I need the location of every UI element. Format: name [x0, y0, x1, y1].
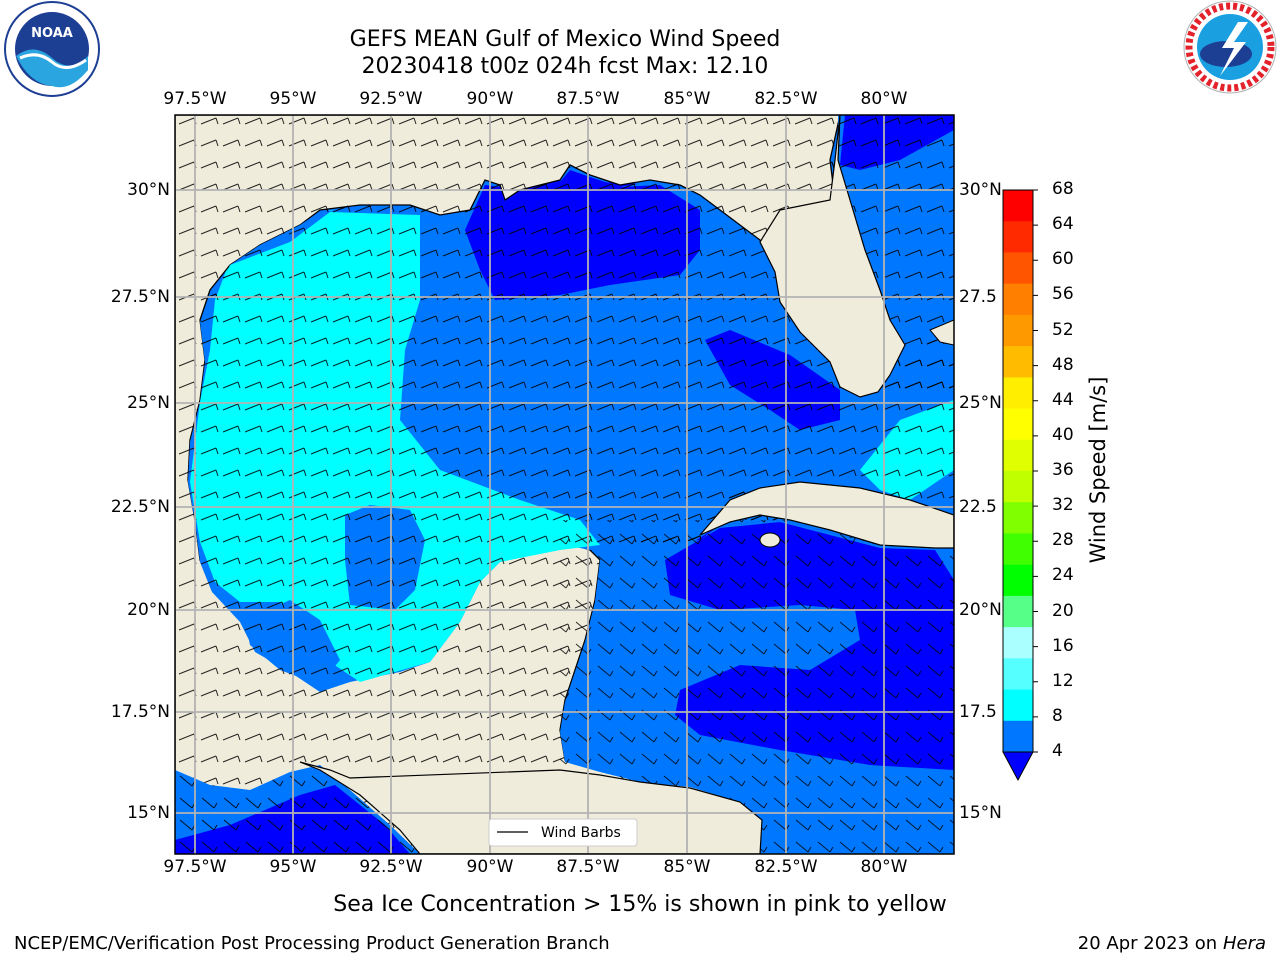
lon-label-top-87-5: 87.5°W [556, 89, 620, 109]
colorbar-tick-label: 8 [1052, 705, 1063, 726]
map-title-line1: GEFS MEAN Gulf of Mexico Wind Speed [349, 27, 781, 52]
colorbar-segment [1003, 533, 1033, 566]
colorbar-segment [1003, 252, 1033, 285]
colorbar-tick-label: 36 [1052, 460, 1074, 480]
colorbar-tick-label: 56 [1052, 284, 1074, 305]
lon-label-top-80: 80°W [860, 89, 908, 109]
colorbar-tick-label: 52 [1052, 319, 1074, 340]
pacific-barbs [175, 765, 420, 854]
colorbar-segment [1003, 190, 1033, 222]
map-title-line2: 20230418 t00z 024h fcst Max: 12.10 [361, 54, 769, 79]
noaa-logo-text: NOAA [31, 26, 73, 41]
colorbar-segment [1003, 564, 1033, 597]
colorbar-tick-label: 44 [1052, 389, 1074, 410]
colorbar-segment [1003, 658, 1033, 691]
lat-label-left-27-5: 27.5°N [110, 287, 170, 307]
colorbar-segment [1003, 314, 1033, 347]
lat-label-left-20: 20°N [127, 600, 170, 620]
colorbar-tick-label: 16 [1052, 635, 1074, 656]
footer-credit: NCEP/EMC/Verification Post Processing Pr… [14, 933, 610, 954]
nws-logo [1183, 0, 1277, 94]
lat-label-right-25: 25°N [959, 393, 1002, 413]
map-frame [174, 114, 955, 855]
colorbar-tick-label: 40 [1052, 424, 1074, 445]
colorbar-tick-label: 60 [1052, 249, 1074, 270]
footer-host: Hera [1222, 933, 1266, 954]
colorbar-segment [1003, 502, 1033, 534]
lon-label-top-82-5: 82.5°W [754, 89, 818, 109]
lon-label-top-92-5: 92.5°W [359, 89, 423, 109]
graticule [175, 115, 954, 854]
colorbar-segment [1003, 283, 1033, 316]
lat-label-left-30: 30°N [127, 180, 170, 200]
colorbar-segment [1003, 221, 1033, 253]
land-cuba [699, 481, 954, 549]
colorbar-segment [1003, 595, 1033, 628]
colorbar-title: Wind Speed [m/s] [1086, 376, 1110, 564]
lat-label-right-20: 20°N [959, 600, 1002, 620]
lat-label-right-22-5: 22.5 [959, 497, 997, 517]
colorbar-tick-label: 20 [1052, 600, 1074, 621]
lat-label-left-25: 25°N [127, 393, 170, 413]
legend-label: Wind Barbs [541, 825, 621, 841]
lon-label-bottom-80: 80°W [860, 857, 908, 877]
colorbar-segment [1003, 377, 1033, 410]
colorbar-segment [1003, 627, 1033, 659]
colorbar-tick-label: 24 [1052, 565, 1074, 586]
lat-label-right-15: 15°N [959, 803, 1002, 823]
lon-label-top-90: 90°W [466, 89, 514, 109]
lon-label-top-95: 95°W [269, 89, 317, 109]
colorbar-tick-label: 28 [1052, 530, 1074, 551]
colorbar-extend-arrow [1002, 751, 1034, 782]
lon-label-bottom-92-5: 92.5°W [359, 857, 423, 877]
colorbar-tick-label: 12 [1052, 670, 1074, 691]
atlantic-barbs [838, 115, 954, 345]
lon-label-top-85: 85°W [663, 89, 711, 109]
lat-label-left-15: 15°N [127, 803, 170, 823]
lon-label-bottom-85: 85°W [663, 857, 711, 877]
colorbar-tick-label: 4 [1052, 741, 1063, 761]
lat-label-left-22-5: 22.5°N [110, 497, 170, 517]
colorbar-tick-label: 64 [1052, 214, 1074, 235]
footer-date-text: 20 Apr 2023 on [1077, 933, 1223, 954]
land-bahamas [929, 319, 954, 346]
colorbar-segment [1003, 471, 1033, 503]
colorbar [1002, 189, 1038, 782]
lon-label-bottom-90: 90°W [466, 857, 514, 877]
lat-label-right-27-5: 27.5 [959, 287, 997, 307]
lat-label-right-30: 30°N [959, 180, 1002, 200]
land-florida [759, 115, 906, 398]
lon-label-bottom-87-5: 87.5°W [556, 857, 620, 877]
colorbar-tick-label: 48 [1052, 354, 1074, 375]
sea-ice-note: Sea Ice Concentration > 15% is shown in … [333, 892, 947, 917]
land-isla-juventud [759, 532, 781, 548]
colorbar-segment [1003, 439, 1033, 472]
colorbar-segment [1003, 689, 1033, 722]
footer-date: 20 Apr 2023 on Hera [1078, 933, 1266, 954]
noaa-logo: NOAA [4, 1, 100, 97]
colorbar-segment [1003, 720, 1033, 753]
lon-label-bottom-95: 95°W [269, 857, 317, 877]
lat-label-right-17-5: 17.5 [959, 702, 997, 722]
land-honduras-coast [299, 761, 763, 854]
lon-label-top-97-5: 97.5°W [163, 89, 227, 109]
wind-barbs-legend: Wind Barbs [488, 818, 638, 847]
colorbar-segment [1003, 408, 1033, 441]
lat-label-left-17-5: 17.5°N [110, 702, 170, 722]
colorbar-segment [1003, 346, 1033, 378]
colorbar-tick-label: 68 [1052, 179, 1074, 199]
colorbar-tick-label: 32 [1052, 495, 1074, 516]
lon-label-bottom-97-5: 97.5°W [163, 857, 227, 877]
lon-label-bottom-82-5: 82.5°W [754, 857, 818, 877]
